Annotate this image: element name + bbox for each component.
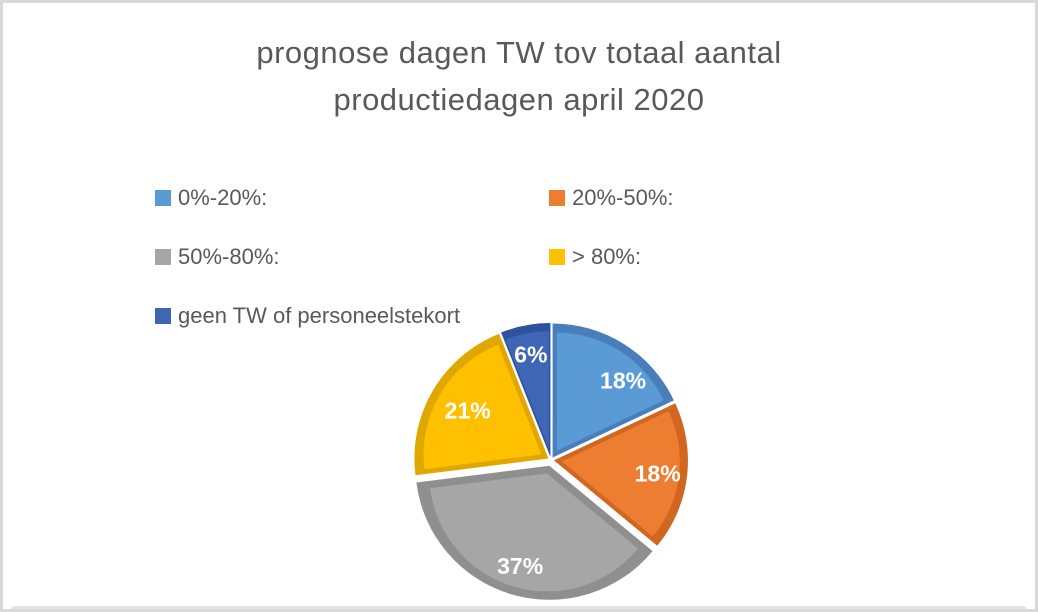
pie-data-label: 18% — [600, 367, 646, 393]
pie-data-label: 21% — [445, 398, 491, 424]
bottom-scrollbar-track[interactable] — [11, 606, 1027, 609]
legend-label: 0%-20%: — [178, 185, 268, 210]
pie-slice-fill — [505, 331, 549, 450]
legend: 0%-20%: 20%-50%: 50%-80%: > 80%: geen TW of … — [155, 185, 674, 362]
pie-chart: 18% 18% 37% 21% 6% — [414, 323, 688, 600]
legend-swatch-icon — [155, 308, 171, 324]
legend-label: geen TW of personeelstekort — [178, 303, 461, 328]
legend-item-80[interactable]: > 80%: — [549, 244, 674, 270]
pie-slice-50-80[interactable]: 37% — [416, 465, 653, 600]
pie-slice-fill — [561, 411, 680, 537]
legend-item-20-50[interactable]: 20%-50%: — [549, 185, 674, 211]
legend-item-geen-tw-of-personeelstekort[interactable]: geen TW of personeelstekort — [155, 303, 549, 329]
legend-item-50-80[interactable]: 50%-80%: — [155, 244, 549, 270]
chart-title-line-1: prognose dagen TW tov totaal aantal — [256, 35, 782, 70]
pie-data-label: 6% — [514, 341, 547, 367]
legend-swatch-icon — [549, 249, 565, 265]
pie-slice-geen-tw-of-personeelstekort[interactable]: 6% — [501, 323, 551, 458]
legend-label: 50%-80%: — [178, 244, 280, 269]
pie-slice-0-20[interactable]: 18% — [552, 323, 674, 458]
legend-label: 20%-50%: — [572, 185, 674, 210]
pie-slice-80[interactable]: 21% — [414, 333, 549, 476]
pie-data-label: 37% — [497, 553, 543, 579]
legend-item-0-20[interactable]: 0%-20%: — [155, 185, 549, 211]
pie-slice-20-50[interactable]: 18% — [553, 403, 688, 546]
legend-swatch-icon — [549, 190, 565, 206]
legend-swatch-icon — [155, 190, 171, 206]
chart-title-line-2: productiedagen april 2020 — [333, 82, 705, 117]
pie-slice-fill — [423, 344, 542, 470]
pie-slice-fill — [430, 473, 638, 592]
legend-swatch-icon — [155, 249, 171, 265]
legend-label: > 80%: — [572, 244, 642, 269]
pie-slice-fill — [556, 332, 664, 451]
pie-data-label: 18% — [635, 460, 681, 486]
chart-title: prognose dagen TW tov totaal aantal prod… — [3, 29, 1035, 123]
